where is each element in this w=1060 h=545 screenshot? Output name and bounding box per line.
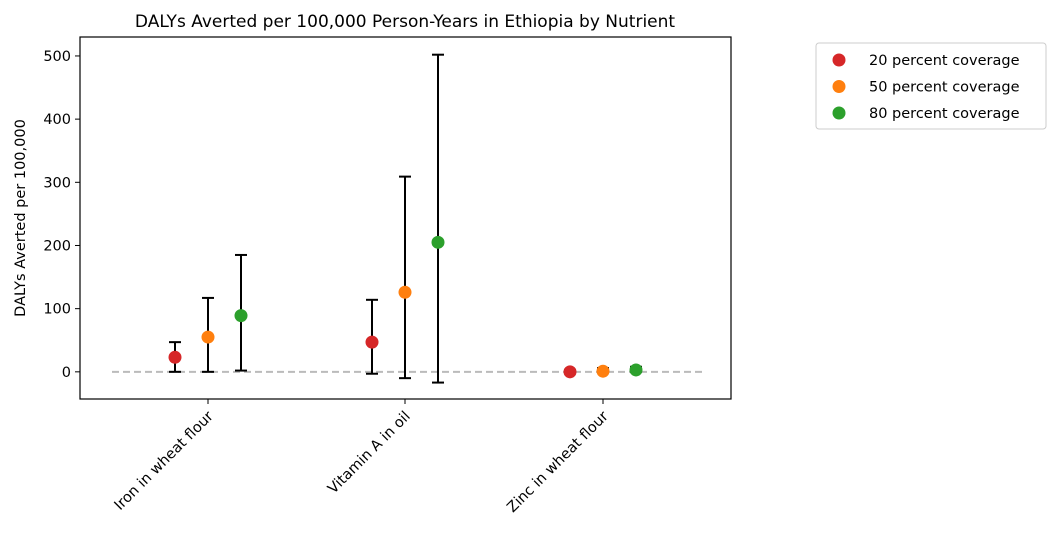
y-axis: 0 100 200 300 400 500 xyxy=(43,49,80,381)
legend-marker xyxy=(832,106,846,120)
legend-marker xyxy=(832,53,846,67)
data-point xyxy=(431,235,445,249)
data-point xyxy=(201,330,215,344)
legend-label: 80 percent coverage xyxy=(869,106,1020,122)
y-tick-label: 300 xyxy=(43,175,71,191)
x-tick-label: Vitamin A in oil xyxy=(325,409,414,498)
data-point xyxy=(563,365,577,379)
y-tick-label: 200 xyxy=(43,238,71,254)
x-tick-label: Zinc in wheat flour xyxy=(504,408,611,515)
data-point xyxy=(234,309,248,323)
data-point xyxy=(596,364,610,378)
data-point xyxy=(398,285,412,299)
legend-marker xyxy=(832,80,846,93)
legend-frame xyxy=(815,42,1047,130)
plot-area xyxy=(79,36,732,400)
y-tick-label: 400 xyxy=(43,112,71,128)
legend: 20 percent coverage 50 percent coverage 80… xyxy=(815,42,1047,130)
data-point xyxy=(629,363,643,377)
x-axis: Iron in wheat flour Vitamin A in oil Zinc … xyxy=(112,399,612,516)
y-axis-label: DALYs Averted per 100,000 xyxy=(13,119,29,317)
legend-label: 50 percent coverage xyxy=(869,80,1020,96)
x-tick-label: Iron in wheat flour xyxy=(112,408,217,513)
data-point xyxy=(168,350,182,364)
data-point xyxy=(365,335,379,349)
y-tick-label: 500 xyxy=(43,49,71,65)
chart-title: DALYs Averted per 100,000 Person-Years i… xyxy=(135,12,675,32)
y-tick-label: 100 xyxy=(43,302,71,318)
legend-label: 20 percent coverage xyxy=(869,53,1020,69)
y-tick-label: 0 xyxy=(62,365,71,381)
